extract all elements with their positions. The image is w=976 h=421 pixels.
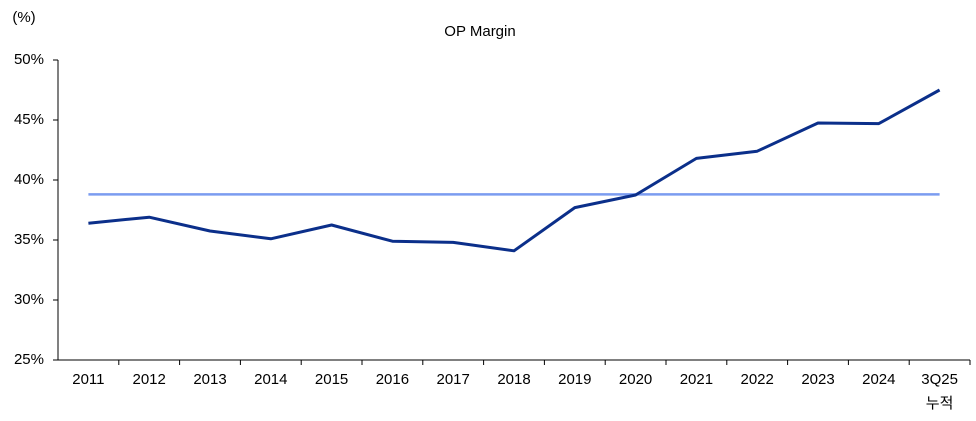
x-tick-label: 3Q25 누적 bbox=[921, 371, 958, 412]
x-tick-label: 2017 bbox=[436, 371, 470, 388]
y-tick-label: 35% bbox=[14, 231, 44, 248]
x-tick-label: 2022 bbox=[740, 371, 774, 388]
x-tick-label: 2021 bbox=[679, 371, 714, 388]
y-tick-label: 30% bbox=[14, 291, 44, 308]
y-tick-label: 25% bbox=[14, 351, 44, 368]
x-tick-label: 2012 bbox=[132, 371, 166, 388]
line-series bbox=[88, 88, 941, 253]
x-tick-label: 2019 bbox=[558, 371, 592, 388]
y-tick-label: 50% bbox=[14, 51, 44, 68]
x-tick-label: 2011 bbox=[72, 371, 105, 388]
x-tick-label: 2013 bbox=[193, 371, 227, 388]
x-tick-label: 2018 bbox=[497, 371, 531, 388]
x-tick-label: 2020 bbox=[618, 371, 653, 388]
chart-title: OP Margin bbox=[444, 23, 515, 40]
x-tick-label: 2015 bbox=[314, 371, 349, 388]
x-tick-label: 2016 bbox=[375, 371, 410, 388]
x-tick-label: 2023 bbox=[801, 371, 835, 388]
x-tick-label: 2014 bbox=[254, 371, 288, 388]
y-tick-label: 45% bbox=[14, 111, 44, 128]
y-axis-label: (%) bbox=[12, 9, 35, 26]
y-tick-label: 40% bbox=[14, 171, 44, 188]
x-tick-label: 2024 bbox=[862, 371, 896, 388]
